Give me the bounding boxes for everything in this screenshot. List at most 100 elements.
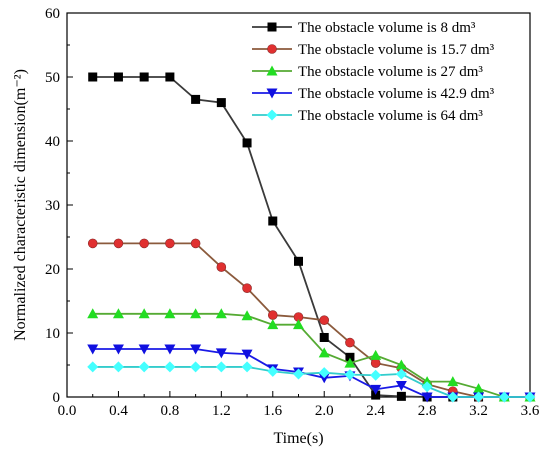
data-point xyxy=(241,310,253,321)
data-point xyxy=(190,308,202,319)
data-point xyxy=(370,384,382,395)
data-point xyxy=(164,361,176,373)
series-3 xyxy=(87,308,536,402)
data-point xyxy=(319,315,330,326)
data-point xyxy=(421,381,433,393)
x-tick-label: 1.6 xyxy=(263,403,282,419)
x-tick-label: 0.0 xyxy=(58,403,77,419)
data-point xyxy=(370,349,382,360)
legend-marker xyxy=(266,109,278,121)
data-point xyxy=(112,308,124,319)
data-point xyxy=(165,238,175,249)
legend-label: The obstacle volume is 8 dm³ xyxy=(298,20,476,36)
x-tick-label: 0.4 xyxy=(109,403,128,419)
data-point xyxy=(241,349,253,360)
data-point xyxy=(87,238,98,249)
data-point xyxy=(191,94,201,104)
data-point xyxy=(215,361,227,373)
y-axis-ticks: 0 10 20 30 40 50 60 xyxy=(45,6,73,406)
data-point xyxy=(524,391,536,403)
data-point xyxy=(267,310,278,320)
legend-marker xyxy=(267,44,277,54)
data-point xyxy=(267,365,279,377)
legend-entry: The obstacle volume is 8 dm³ xyxy=(252,20,476,36)
legend-marker xyxy=(267,22,277,32)
data-point xyxy=(113,238,124,249)
data-point xyxy=(395,359,407,370)
series-5 xyxy=(87,361,536,403)
series-layer xyxy=(87,72,536,403)
data-point xyxy=(164,308,176,319)
legend: The obstacle volume is 8 dm³ The obstacle… xyxy=(252,20,495,124)
data-point xyxy=(344,369,356,381)
data-point xyxy=(447,391,459,403)
x-tick-label: 2.0 xyxy=(315,403,334,419)
data-point xyxy=(345,337,355,348)
x-axis-title: Time(s) xyxy=(273,430,323,447)
data-point xyxy=(293,368,304,380)
data-point xyxy=(139,238,149,249)
legend-entry: The obstacle volume is 64 dm³ xyxy=(252,108,483,124)
data-point xyxy=(88,72,98,82)
data-point xyxy=(498,391,510,403)
data-point xyxy=(216,98,226,108)
data-point xyxy=(87,308,99,319)
legend-marker xyxy=(266,88,278,99)
data-point xyxy=(421,392,433,403)
data-point xyxy=(318,373,330,384)
legend-entry: The obstacle volume is 42.9 dm³ xyxy=(252,86,495,102)
data-point xyxy=(344,357,356,368)
legend-marker xyxy=(266,65,278,76)
data-point xyxy=(268,216,278,226)
data-point xyxy=(318,347,330,358)
data-point xyxy=(396,391,406,401)
x-tick-label: 2.4 xyxy=(366,403,385,419)
y-tick-label: 10 xyxy=(45,326,60,342)
data-point xyxy=(267,319,279,330)
legend-label: The obstacle volume is 64 dm³ xyxy=(298,108,483,124)
data-point xyxy=(370,358,381,368)
x-axis-ticks: 0.0 0.4 0.8 1.2 1.6 2.0 2.4 2.8 3.2 3.6 xyxy=(58,391,540,419)
data-point xyxy=(138,344,150,355)
data-point xyxy=(190,238,201,249)
data-point xyxy=(473,391,485,403)
y-tick-label: 50 xyxy=(45,70,60,86)
y-tick-label: 60 xyxy=(45,6,60,22)
data-point xyxy=(215,308,227,319)
x-tick-label: 3.6 xyxy=(521,403,540,419)
data-point xyxy=(215,348,227,359)
data-point xyxy=(370,369,382,381)
y-axis-title: Normalized characteristic dimension(m⁻²) xyxy=(12,69,29,341)
data-point xyxy=(138,308,150,319)
data-point xyxy=(112,361,124,373)
data-point xyxy=(165,72,175,82)
data-point xyxy=(87,344,99,355)
x-tick-label: 2.8 xyxy=(418,403,437,419)
series-2 xyxy=(87,238,535,402)
y-tick-label: 30 xyxy=(45,198,60,214)
legend-label: The obstacle volume is 42.9 dm³ xyxy=(298,86,495,102)
x-tick-label: 3.2 xyxy=(469,403,488,419)
series-line xyxy=(92,312,530,398)
data-point xyxy=(112,344,124,355)
data-point xyxy=(395,368,407,380)
data-point xyxy=(294,256,303,266)
y-tick-label: 40 xyxy=(45,134,60,150)
data-point xyxy=(345,352,355,362)
data-point xyxy=(473,383,485,394)
data-point xyxy=(242,283,252,294)
data-point xyxy=(138,361,150,373)
data-point xyxy=(293,319,304,330)
data-point xyxy=(190,344,202,355)
data-point xyxy=(87,361,99,373)
data-point xyxy=(318,367,330,379)
legend-label: The obstacle volume is 27 dm³ xyxy=(298,64,483,80)
data-point xyxy=(395,380,407,391)
y-tick-label: 0 xyxy=(53,390,61,406)
data-point xyxy=(139,72,149,82)
data-point xyxy=(319,332,329,342)
y-tick-label: 20 xyxy=(45,262,60,278)
data-point xyxy=(421,376,433,387)
x-tick-label: 1.2 xyxy=(212,403,231,419)
